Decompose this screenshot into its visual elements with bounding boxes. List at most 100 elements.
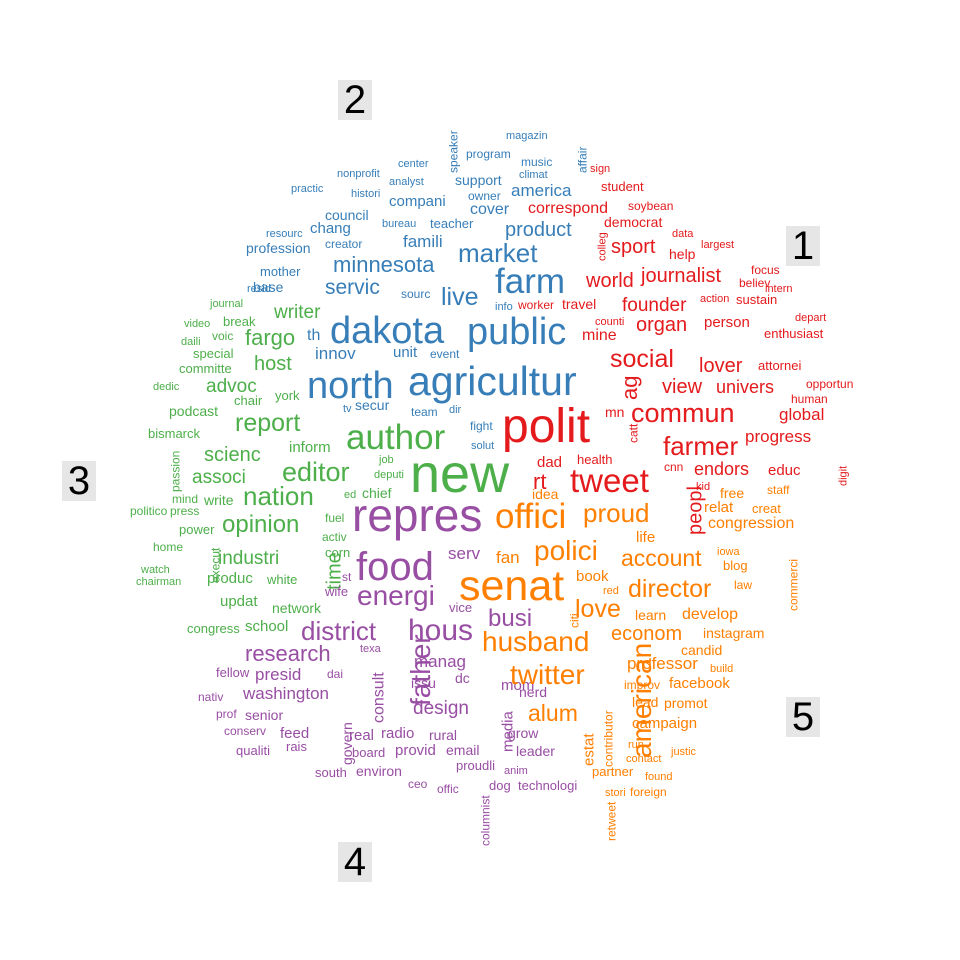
word-program: program <box>466 147 511 161</box>
word-justic: justic <box>670 746 697 758</box>
word-rais: rais <box>286 739 307 754</box>
word-write: write <box>203 492 234 508</box>
word-district: district <box>301 616 377 646</box>
word-owner: owner <box>468 189 501 203</box>
word-teacher: teacher <box>430 216 474 231</box>
word-facebook: facebook <box>669 675 730 692</box>
word-video: video <box>184 318 210 330</box>
word-dir: dir <box>449 404 462 416</box>
word-found: found <box>645 771 673 783</box>
word-north: north <box>307 365 394 407</box>
word-report: report <box>235 409 300 437</box>
word-father: father <box>405 634 436 706</box>
word-histori: histori <box>351 188 380 200</box>
word-consult: consult <box>370 672 387 723</box>
word-believ: believ <box>739 276 770 290</box>
word-associ: associ <box>192 467 246 488</box>
word-feed: feed <box>280 725 309 742</box>
word-govern: govern <box>339 722 355 765</box>
word-human: human <box>791 392 828 406</box>
word-blog: blog <box>723 558 748 573</box>
word-global: global <box>779 405 824 424</box>
word-commun: commun <box>631 398 735 428</box>
word-run: run <box>628 739 644 751</box>
word-busi: busi <box>488 605 532 632</box>
word-account: account <box>621 545 702 571</box>
word-dedic: dedic <box>153 381 180 393</box>
word-organ: organ <box>636 314 687 336</box>
word-magazin: magazin <box>506 130 548 142</box>
word-fan: fan <box>496 548 520 567</box>
word-climat: climat <box>519 169 548 181</box>
word-professor: professor <box>627 654 698 673</box>
word-congress: congress <box>187 621 240 636</box>
word-lead: lead <box>632 694 658 710</box>
cluster-label-5: 5 <box>786 697 820 737</box>
word-foreign: foreign <box>630 785 667 799</box>
word-senior: senior <box>245 707 283 723</box>
word-analyst: analyst <box>389 176 424 188</box>
word-red: red <box>603 585 619 597</box>
word-founder: founder <box>622 295 687 316</box>
word-ag: ag <box>617 376 642 400</box>
word-execut: execut <box>208 547 222 583</box>
word-south: south <box>315 765 347 780</box>
word-watch: watch <box>140 564 170 576</box>
word-product: product <box>505 219 572 241</box>
word-author: author <box>346 418 446 457</box>
word-free: free <box>720 485 744 501</box>
word-team: team <box>411 405 438 419</box>
word-school: school <box>245 618 288 635</box>
word-candid: candid <box>681 642 722 658</box>
word-advoc: advoc <box>206 376 257 397</box>
word-rural: rural <box>429 727 457 743</box>
word-soybean: soybean <box>628 199 673 213</box>
word-secur: secur <box>355 397 390 413</box>
word-inform: inform <box>289 439 331 456</box>
word-new: new <box>410 444 510 504</box>
word-mine: mine <box>582 327 617 344</box>
word-sustain: sustain <box>736 292 777 307</box>
word-corn: corn <box>325 545 350 560</box>
word-prof: prof <box>216 707 237 721</box>
word-editor: editor <box>282 457 350 487</box>
word-public: public <box>467 311 566 353</box>
word-bureau: bureau <box>382 218 416 230</box>
word-develop: develop <box>682 606 738 623</box>
word-depart: depart <box>795 312 826 324</box>
word-time: time <box>324 552 346 590</box>
word-mind: mind <box>172 492 198 506</box>
word-dakota: dakota <box>330 310 445 352</box>
word-serv: serv <box>448 544 481 563</box>
word-speaker: speaker <box>446 130 460 173</box>
word-law: law <box>734 578 752 592</box>
word-lover: lover <box>699 355 743 377</box>
word-journalist: journalist <box>640 265 721 287</box>
word-intern: intern <box>765 283 793 295</box>
word-job: job <box>378 454 394 466</box>
word-stori: stori <box>605 787 626 799</box>
word-nonprofit: nonprofit <box>337 168 380 180</box>
word-social: social <box>610 345 674 373</box>
word-energi: energi <box>357 580 435 611</box>
word-bismarck: bismarck <box>148 426 201 441</box>
word-innov: innov <box>315 344 356 363</box>
word-base: base <box>253 279 284 295</box>
word-congression: congression <box>708 515 794 532</box>
word-improv: improv <box>624 678 660 692</box>
word-life: life <box>636 529 655 546</box>
word-activ: activ <box>322 530 347 544</box>
word-fargo: fargo <box>245 325 295 350</box>
word-farmer: farmer <box>663 431 738 461</box>
word-love: love <box>575 595 621 623</box>
word-idea: idea <box>532 486 559 502</box>
word-resid: resid <box>247 283 271 295</box>
word-senat: senat <box>459 562 564 610</box>
word-columnist: columnist <box>478 795 492 846</box>
word-repres: repres <box>352 489 482 541</box>
word-peopl: peopl <box>685 486 707 535</box>
word-estat: estat <box>581 733 598 766</box>
word-data: data <box>672 228 694 240</box>
